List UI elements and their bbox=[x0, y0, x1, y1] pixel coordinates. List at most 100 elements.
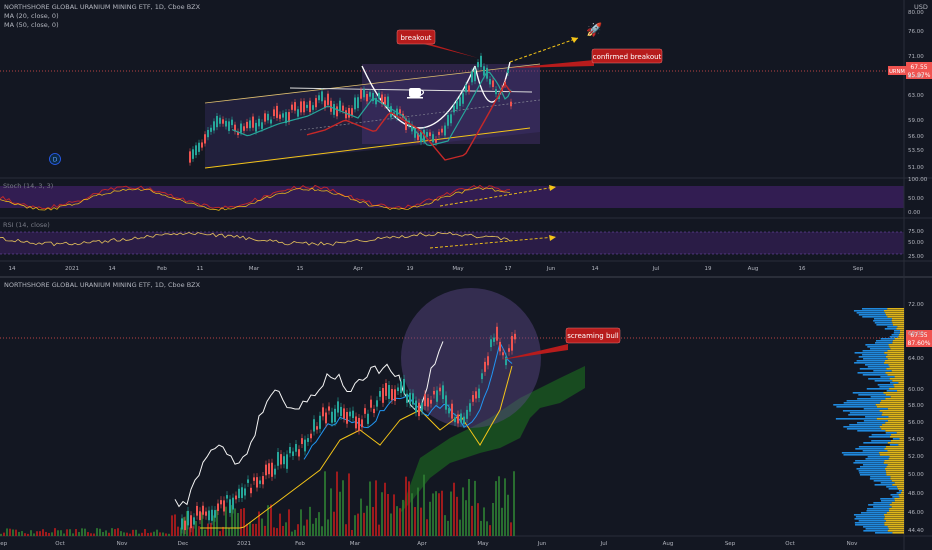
price-axis-label: 64.00 bbox=[908, 356, 924, 362]
channel-mid bbox=[299, 99, 541, 131]
rsi-legend: RSI (14, close) bbox=[3, 221, 50, 229]
currency-label: USD bbox=[914, 3, 928, 11]
time-axis-label: Sep bbox=[0, 541, 8, 547]
rsi-axis-label: 50.00 bbox=[908, 240, 924, 246]
time-axis-label: Oct bbox=[55, 541, 65, 547]
price-channel bbox=[205, 64, 540, 168]
price-axis-label: 56.00 bbox=[908, 134, 924, 140]
price-axis-label: 56.00 bbox=[908, 420, 924, 426]
ma50-line bbox=[306, 82, 512, 161]
rocket-icon: 🚀 bbox=[586, 22, 602, 38]
time-axis-label: Jun bbox=[546, 266, 556, 272]
source-badge[interactable]: D bbox=[49, 153, 61, 165]
price-axis-label: 53.50 bbox=[908, 148, 924, 154]
svg-text:67.55: 67.55 bbox=[910, 332, 927, 339]
price-axis-label: 59.00 bbox=[908, 118, 924, 124]
rsi-trend-arrow bbox=[429, 236, 556, 249]
top-chart-canvas[interactable]: 🚀 breakout confirmed breakout URNM 67.55… bbox=[0, 0, 932, 276]
confirmed-breakout-annotation: confirmed breakout bbox=[510, 48, 663, 68]
volume-profile bbox=[833, 308, 904, 534]
price-axis-label: 67.00 bbox=[908, 74, 924, 80]
price-axis-label: 44.40 bbox=[908, 528, 924, 534]
time-axis-label: Mar bbox=[350, 541, 361, 547]
breakout-annotation: breakout bbox=[396, 29, 478, 58]
stoch-d-line bbox=[0, 187, 511, 211]
coffee-cup-icon bbox=[407, 88, 425, 99]
price-axis-label: 54.00 bbox=[908, 437, 924, 443]
time-axis-label: Aug bbox=[748, 266, 759, 272]
price-axis-label: 60.00 bbox=[908, 387, 924, 393]
price-axis-label: 50.00 bbox=[908, 472, 924, 478]
time-axis-label: Nov bbox=[847, 541, 858, 547]
symbol-tag bbox=[888, 66, 906, 75]
ma20-legend: MA (20, close, 0) bbox=[4, 12, 59, 20]
svg-text:67.55: 67.55 bbox=[910, 64, 927, 71]
rsi-band bbox=[0, 232, 904, 254]
svg-text:breakout: breakout bbox=[400, 34, 431, 42]
time-axis-label: 14 bbox=[9, 266, 16, 272]
svg-text:D: D bbox=[53, 157, 58, 164]
time-axis-label: Apr bbox=[417, 541, 427, 547]
time-axis-label: Dec bbox=[178, 541, 189, 547]
price-axis-label: 51.00 bbox=[908, 165, 924, 171]
breakout-arrow bbox=[509, 37, 579, 63]
price-axis-label: 46.00 bbox=[908, 510, 924, 516]
time-axis-label: Mar bbox=[249, 266, 260, 272]
time-axis-label: Nov bbox=[117, 541, 128, 547]
time-axis-label: 2021 bbox=[237, 541, 251, 547]
svg-text:screaming bull: screaming bull bbox=[567, 332, 619, 340]
price-axis-label: 63.00 bbox=[908, 93, 924, 99]
time-axis-label: 2021 bbox=[65, 266, 79, 272]
time-axis-label: May bbox=[452, 266, 464, 272]
time-axis-label: Feb bbox=[157, 266, 167, 272]
time-axis-label: Apr bbox=[353, 266, 363, 272]
price-axis-label: 52.00 bbox=[908, 454, 924, 460]
price-axis-label: 76.00 bbox=[908, 29, 924, 35]
price-tag bbox=[906, 330, 932, 347]
svg-text:URNM: URNM bbox=[889, 69, 905, 75]
handle-curve bbox=[474, 61, 511, 103]
price-tag bbox=[906, 62, 932, 79]
stoch-axis-label: 50.00 bbox=[908, 196, 924, 202]
cup-curve bbox=[361, 65, 476, 129]
time-axis-label: Sep bbox=[853, 266, 864, 272]
price-axis-label: 80.00 bbox=[908, 10, 924, 16]
stoch-axis-label: 100.00 bbox=[908, 177, 928, 183]
time-axis-label: May bbox=[477, 541, 489, 547]
time-axis-label: Aug bbox=[663, 541, 674, 547]
rsi-axis-label: 75.00 bbox=[908, 229, 924, 235]
price-axis-label: 71.00 bbox=[908, 54, 924, 60]
bottom-chart-title: NORTHSHORE GLOBAL URANIUM MINING ETF, 1D… bbox=[4, 281, 201, 289]
rsi-axis-label: 25.00 bbox=[908, 254, 924, 260]
time-axis-label: Jul bbox=[600, 541, 608, 547]
time-axis-label: Jul bbox=[652, 266, 660, 272]
time-axis-label: 14 bbox=[592, 266, 599, 272]
stoch-legend: Stoch (14, 3, 3) bbox=[3, 182, 54, 190]
top-chart-title: NORTHSHORE GLOBAL URANIUM MINING ETF, 1D… bbox=[4, 3, 201, 11]
time-axis-label: Sep bbox=[725, 541, 736, 547]
bottom-chart-canvas[interactable]: screaming bull 67.55 87.60% 72.00 68.00 64… bbox=[0, 278, 932, 550]
ichimoku-cloud bbox=[400, 366, 585, 513]
price-axis-label: 68.00 bbox=[908, 331, 924, 337]
time-axis-label: Oct bbox=[785, 541, 795, 547]
price-axis-label: 72.00 bbox=[908, 302, 924, 308]
time-axis-label: 19 bbox=[407, 266, 414, 272]
stoch-band bbox=[0, 186, 904, 208]
rsi-white-line bbox=[174, 341, 444, 508]
bottom-chart-pane[interactable]: screaming bull 67.55 87.60% 72.00 68.00 64… bbox=[0, 278, 932, 550]
svg-text:87.60%: 87.60% bbox=[908, 340, 931, 347]
top-chart-pane[interactable]: 🚀 breakout confirmed breakout URNM 67.55… bbox=[0, 0, 932, 276]
time-axis-label: 14 bbox=[109, 266, 116, 272]
time-axis-label: Jun bbox=[537, 541, 547, 547]
ma50-legend: MA (50, close, 0) bbox=[4, 21, 59, 29]
time-axis-label: 15 bbox=[297, 266, 304, 272]
time-axis-label: 11 bbox=[197, 266, 204, 272]
price-axis-label: 48.00 bbox=[908, 491, 924, 497]
svg-text:confirmed breakout: confirmed breakout bbox=[593, 53, 662, 61]
pane-separator[interactable] bbox=[0, 276, 932, 278]
rsi-line bbox=[0, 231, 511, 247]
stoch-axis-label: 0.00 bbox=[908, 210, 921, 216]
screaming-bull-annotation: screaming bull bbox=[500, 327, 621, 360]
time-axis-label: 17 bbox=[505, 266, 512, 272]
time-axis-label: 19 bbox=[705, 266, 712, 272]
